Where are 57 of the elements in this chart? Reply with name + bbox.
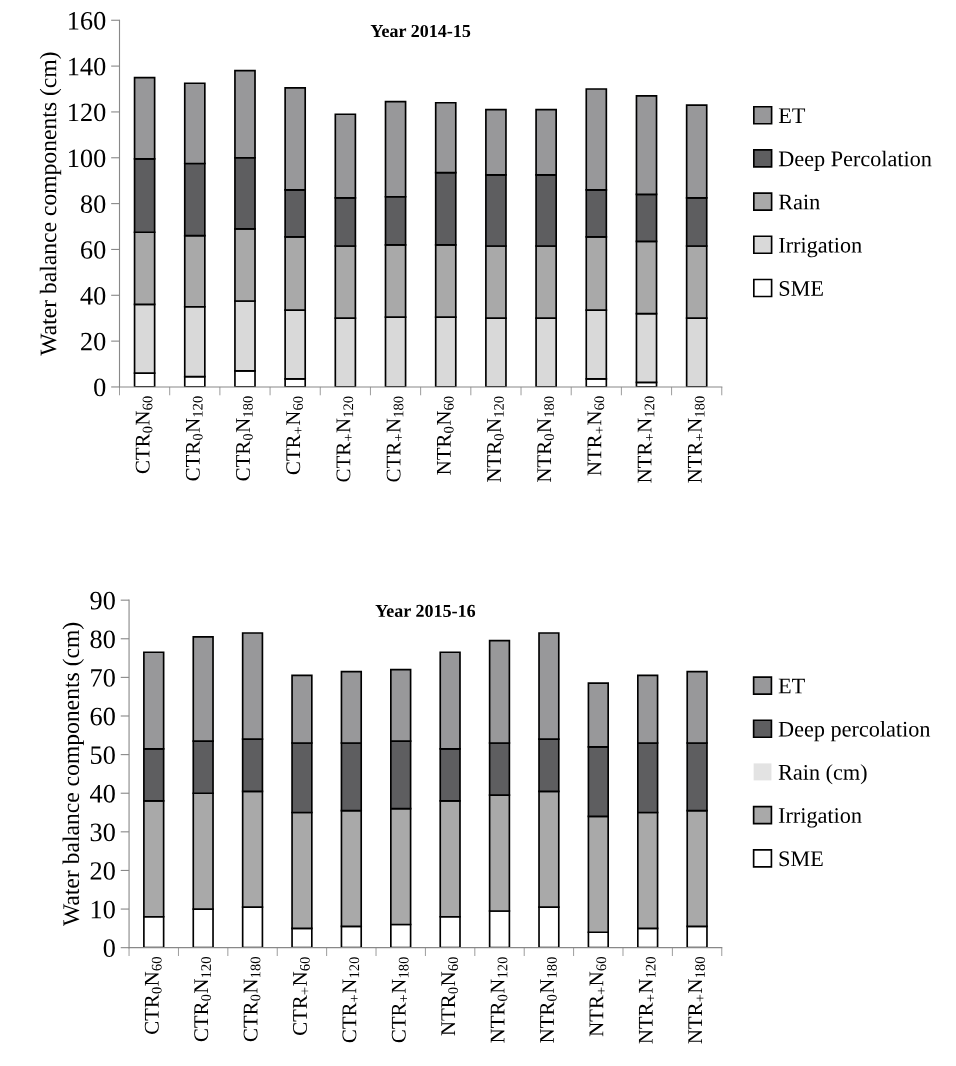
chart-title: Year 2014-15 (370, 24, 471, 38)
y-tick-label: 40 (89, 784, 115, 803)
y-tick-label: 30 (90, 823, 115, 842)
x-tick-label: NTR$_{0}$N$_{60}$ (441, 957, 459, 1036)
y-tick-label: 120 (69, 103, 106, 122)
x-tick-label: CTR$_{+}$N$_{120}$ (342, 957, 360, 1043)
legend-label: ET (778, 678, 805, 694)
y-tick-label: 70 (91, 668, 115, 687)
legend-label: Deep Percolation (778, 150, 932, 171)
x-tick-label: NTR$_{+}$N$_{180}$ (688, 957, 705, 1044)
legend-label: SME (779, 851, 823, 867)
x-tick-label: NTR$_{0}$N$_{120}$ (490, 957, 508, 1043)
x-tick-label: NTR$_{+}$N$_{120}$ (638, 957, 656, 1044)
legend-label: Rain (778, 194, 820, 210)
x-tick-label: CTR$_{0}$N$_{60}$ (144, 957, 162, 1034)
x-tick-label: CTR$_{0}$N$_{120}$ (185, 396, 203, 481)
x-tick-label: CTR$_{+}$N$_{60}$ (286, 396, 304, 475)
y-tick-label: 20 (90, 862, 115, 880)
y-tick-label: 50 (91, 746, 115, 765)
y-tick-label: 40 (80, 286, 106, 305)
legend-label: Deep percolation (778, 721, 931, 742)
x-tick-label: CTR$_{+}$N$_{60}$ (292, 957, 310, 1035)
legend-label: ET (778, 108, 806, 123)
legend-label: Rain (cm) (778, 764, 867, 785)
y-axis-title: Water balance components (cm) (39, 52, 62, 356)
x-tick-label: CTR$_{+}$N$_{180}$ (391, 957, 409, 1043)
x-tick-label: NTR$_{+}$N$_{180}$ (687, 396, 705, 483)
x-tick-label: CTR$_{0}$N$_{180}$ (236, 396, 253, 481)
x-tick-label: NTR$_{0}$N$_{60}$ (436, 396, 454, 475)
x-tick-label: NTR$_{0}$N$_{180}$ (540, 957, 557, 1043)
x-tick-label: CTR$_{+}$N$_{120}$ (336, 396, 354, 482)
y-tick-label: 60 (90, 707, 115, 726)
legend-label: Irrigation (778, 808, 862, 828)
x-tick-label: NTR$_{+}$N$_{120}$ (637, 396, 655, 483)
x-tick-label: NTR$_{+}$N$_{60}$ (587, 396, 605, 476)
y-tick-label: 80 (90, 630, 115, 649)
y-tick-label: 60 (81, 241, 106, 259)
y-tick-label: 0 (103, 939, 115, 958)
y-tick-label: 100 (69, 149, 106, 168)
chart-title: Year 2015-16 (375, 604, 476, 617)
y-tick-label: 80 (80, 195, 106, 214)
legend-label: Irrigation (779, 237, 862, 258)
y-tick-label: 10 (91, 900, 115, 919)
y-tick-label: 90 (90, 591, 115, 610)
x-tick-label: CTR$_{0}$N$_{60}$ (135, 396, 153, 474)
legend-label: SME (779, 281, 823, 296)
y-tick-label: 160 (69, 11, 106, 30)
y-tick-label: 0 (94, 378, 106, 397)
y-tick-label: 140 (69, 57, 106, 76)
x-tick-label: NTR$_{+}$N$_{60}$ (589, 957, 607, 1037)
x-tick-label: CTR$_{0}$N$_{180}$ (243, 957, 261, 1042)
x-tick-label: CTR$_{0}$N$_{120}$ (194, 957, 212, 1042)
y-tick-label: 20 (81, 332, 106, 351)
x-tick-label: NTR$_{0}$N$_{180}$ (537, 396, 555, 482)
y-axis-title: Water balance components (cm) (62, 622, 84, 927)
x-tick-label: CTR$_{+}$N$_{180}$ (386, 396, 404, 482)
x-tick-label: NTR$_{0}$N$_{120}$ (487, 396, 504, 482)
